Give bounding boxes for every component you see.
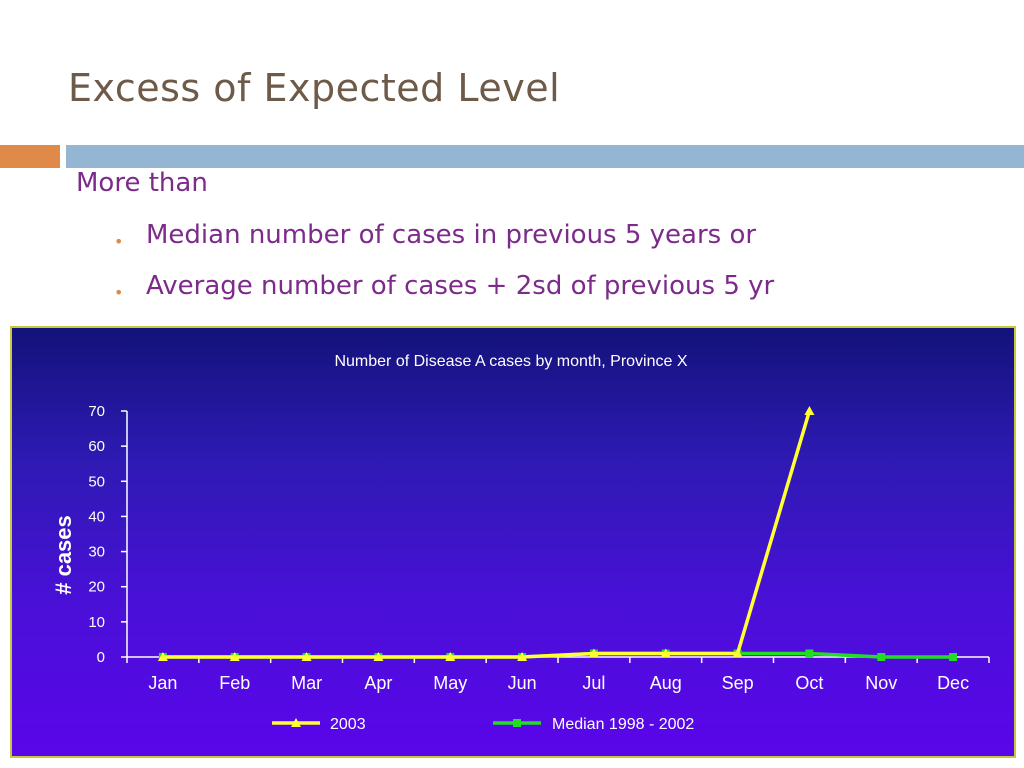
x-tick-label: Oct [795,673,823,693]
x-tick-label: Nov [865,673,897,693]
data-point-2003 [157,652,168,661]
y-tick-label: 40 [88,508,105,525]
y-tick-label: 60 [88,438,105,455]
y-tick-label: 70 [88,403,105,420]
chart-title: Number of Disease A cases by month, Prov… [334,353,687,370]
x-tick-label: Jan [148,673,177,693]
x-tick-label: Sep [722,673,754,693]
x-tick-label: Feb [219,673,250,693]
y-tick-label: 10 [88,614,105,631]
data-point-2003 [301,652,312,661]
y-tick-label: 30 [88,544,105,561]
accent-bar-orange [0,145,60,168]
data-point-2003 [373,652,384,661]
data-point-2003 [229,652,240,661]
x-tick-label: May [433,673,467,693]
series-line-2003 [162,410,812,659]
x-tick-label: Jul [582,673,605,693]
slide-title: Excess of Expected Level [68,66,561,110]
data-point-2003 [517,652,528,661]
data-point-2003 [660,648,671,658]
x-tick-label: Aug [650,673,682,693]
y-tick-label: 20 [88,579,105,596]
bullet-item: Average number of cases + 2sd of previou… [146,271,775,301]
legend-marker [291,718,301,727]
bullet-item: Median number of cases in previous 5 yea… [146,220,757,250]
y-tick-label: 0 [97,649,105,666]
x-tick-label: Jun [508,673,537,693]
y-axis-label: # cases [51,515,76,595]
accent-bar-blue [66,145,1024,168]
y-tick-label: 50 [88,473,105,490]
data-point-median [877,653,886,661]
data-point-2003 [732,648,743,658]
chart-panel [10,326,1016,758]
x-tick-label: Apr [364,673,392,693]
data-point-2003 [804,406,815,415]
data-point-2003 [445,652,456,661]
data-point-2003 [588,648,599,658]
legend-label: 2003 [330,716,366,733]
data-point-median [949,653,958,661]
bullet-marker: • [114,232,124,251]
x-tick-label: Mar [291,673,322,693]
x-tick-label: Dec [937,673,969,693]
lead-text: More than [76,168,208,198]
bullet-marker: • [114,283,124,302]
legend-marker [513,719,521,727]
data-point-median [805,649,814,658]
legend-label: Median 1998 - 2002 [552,716,694,733]
